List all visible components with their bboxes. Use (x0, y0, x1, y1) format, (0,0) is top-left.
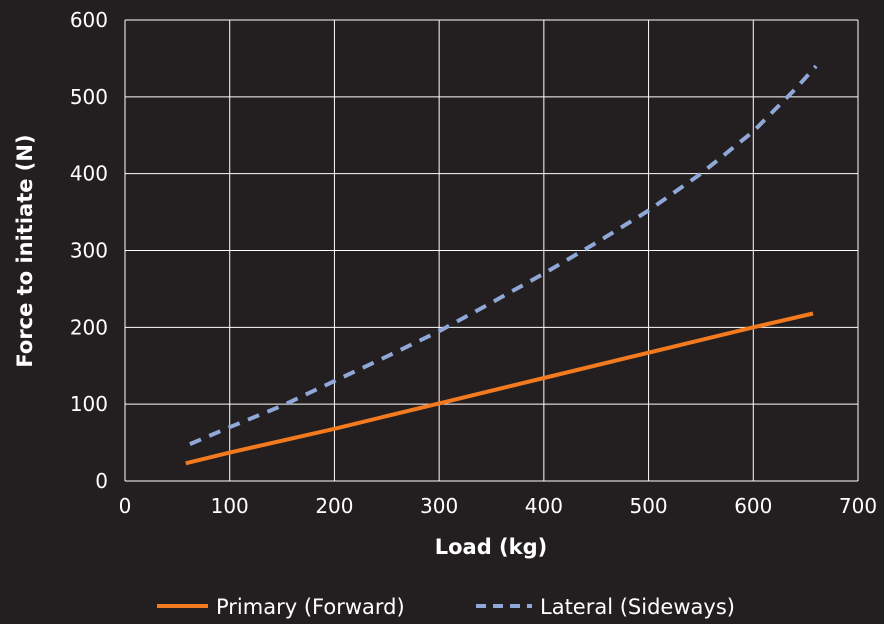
series-line-primary (185, 311, 814, 466)
x-tick-label: 400 (525, 494, 563, 518)
y-tick-label: 200 (70, 315, 108, 339)
x-axis-title: Load (kg) (435, 535, 548, 559)
legend: Primary (Forward) Lateral (Sideways) (157, 595, 735, 619)
y-tick-label: 500 (70, 85, 108, 109)
legend-label-primary: Primary (Forward) (216, 595, 405, 619)
y-tick-label: 300 (70, 239, 108, 263)
y-tick-label: 600 (70, 8, 108, 32)
y-axis-title: Force to initiate (N) (13, 134, 37, 367)
x-tick-label: 700 (839, 494, 877, 518)
y-tick-label: 400 (70, 162, 108, 186)
x-tick-label: 500 (629, 494, 667, 518)
series-lines (185, 64, 818, 466)
y-tick-label: 0 (95, 469, 108, 493)
legend-label-lateral: Lateral (Sideways) (540, 595, 735, 619)
x-tick-label: 300 (420, 494, 458, 518)
grid-lines (124, 19, 859, 482)
y-tick-label: 100 (70, 392, 108, 416)
series-line-lateral (189, 64, 818, 446)
x-tick-label: 200 (315, 494, 353, 518)
x-tick-label: 100 (211, 494, 249, 518)
y-axis-tick-labels: 0 100 200 300 400 500 600 (70, 8, 108, 493)
x-tick-label: 600 (734, 494, 772, 518)
x-tick-label: 0 (119, 494, 132, 518)
x-axis-tick-labels: 0 100 200 300 400 500 600 700 (119, 494, 877, 518)
